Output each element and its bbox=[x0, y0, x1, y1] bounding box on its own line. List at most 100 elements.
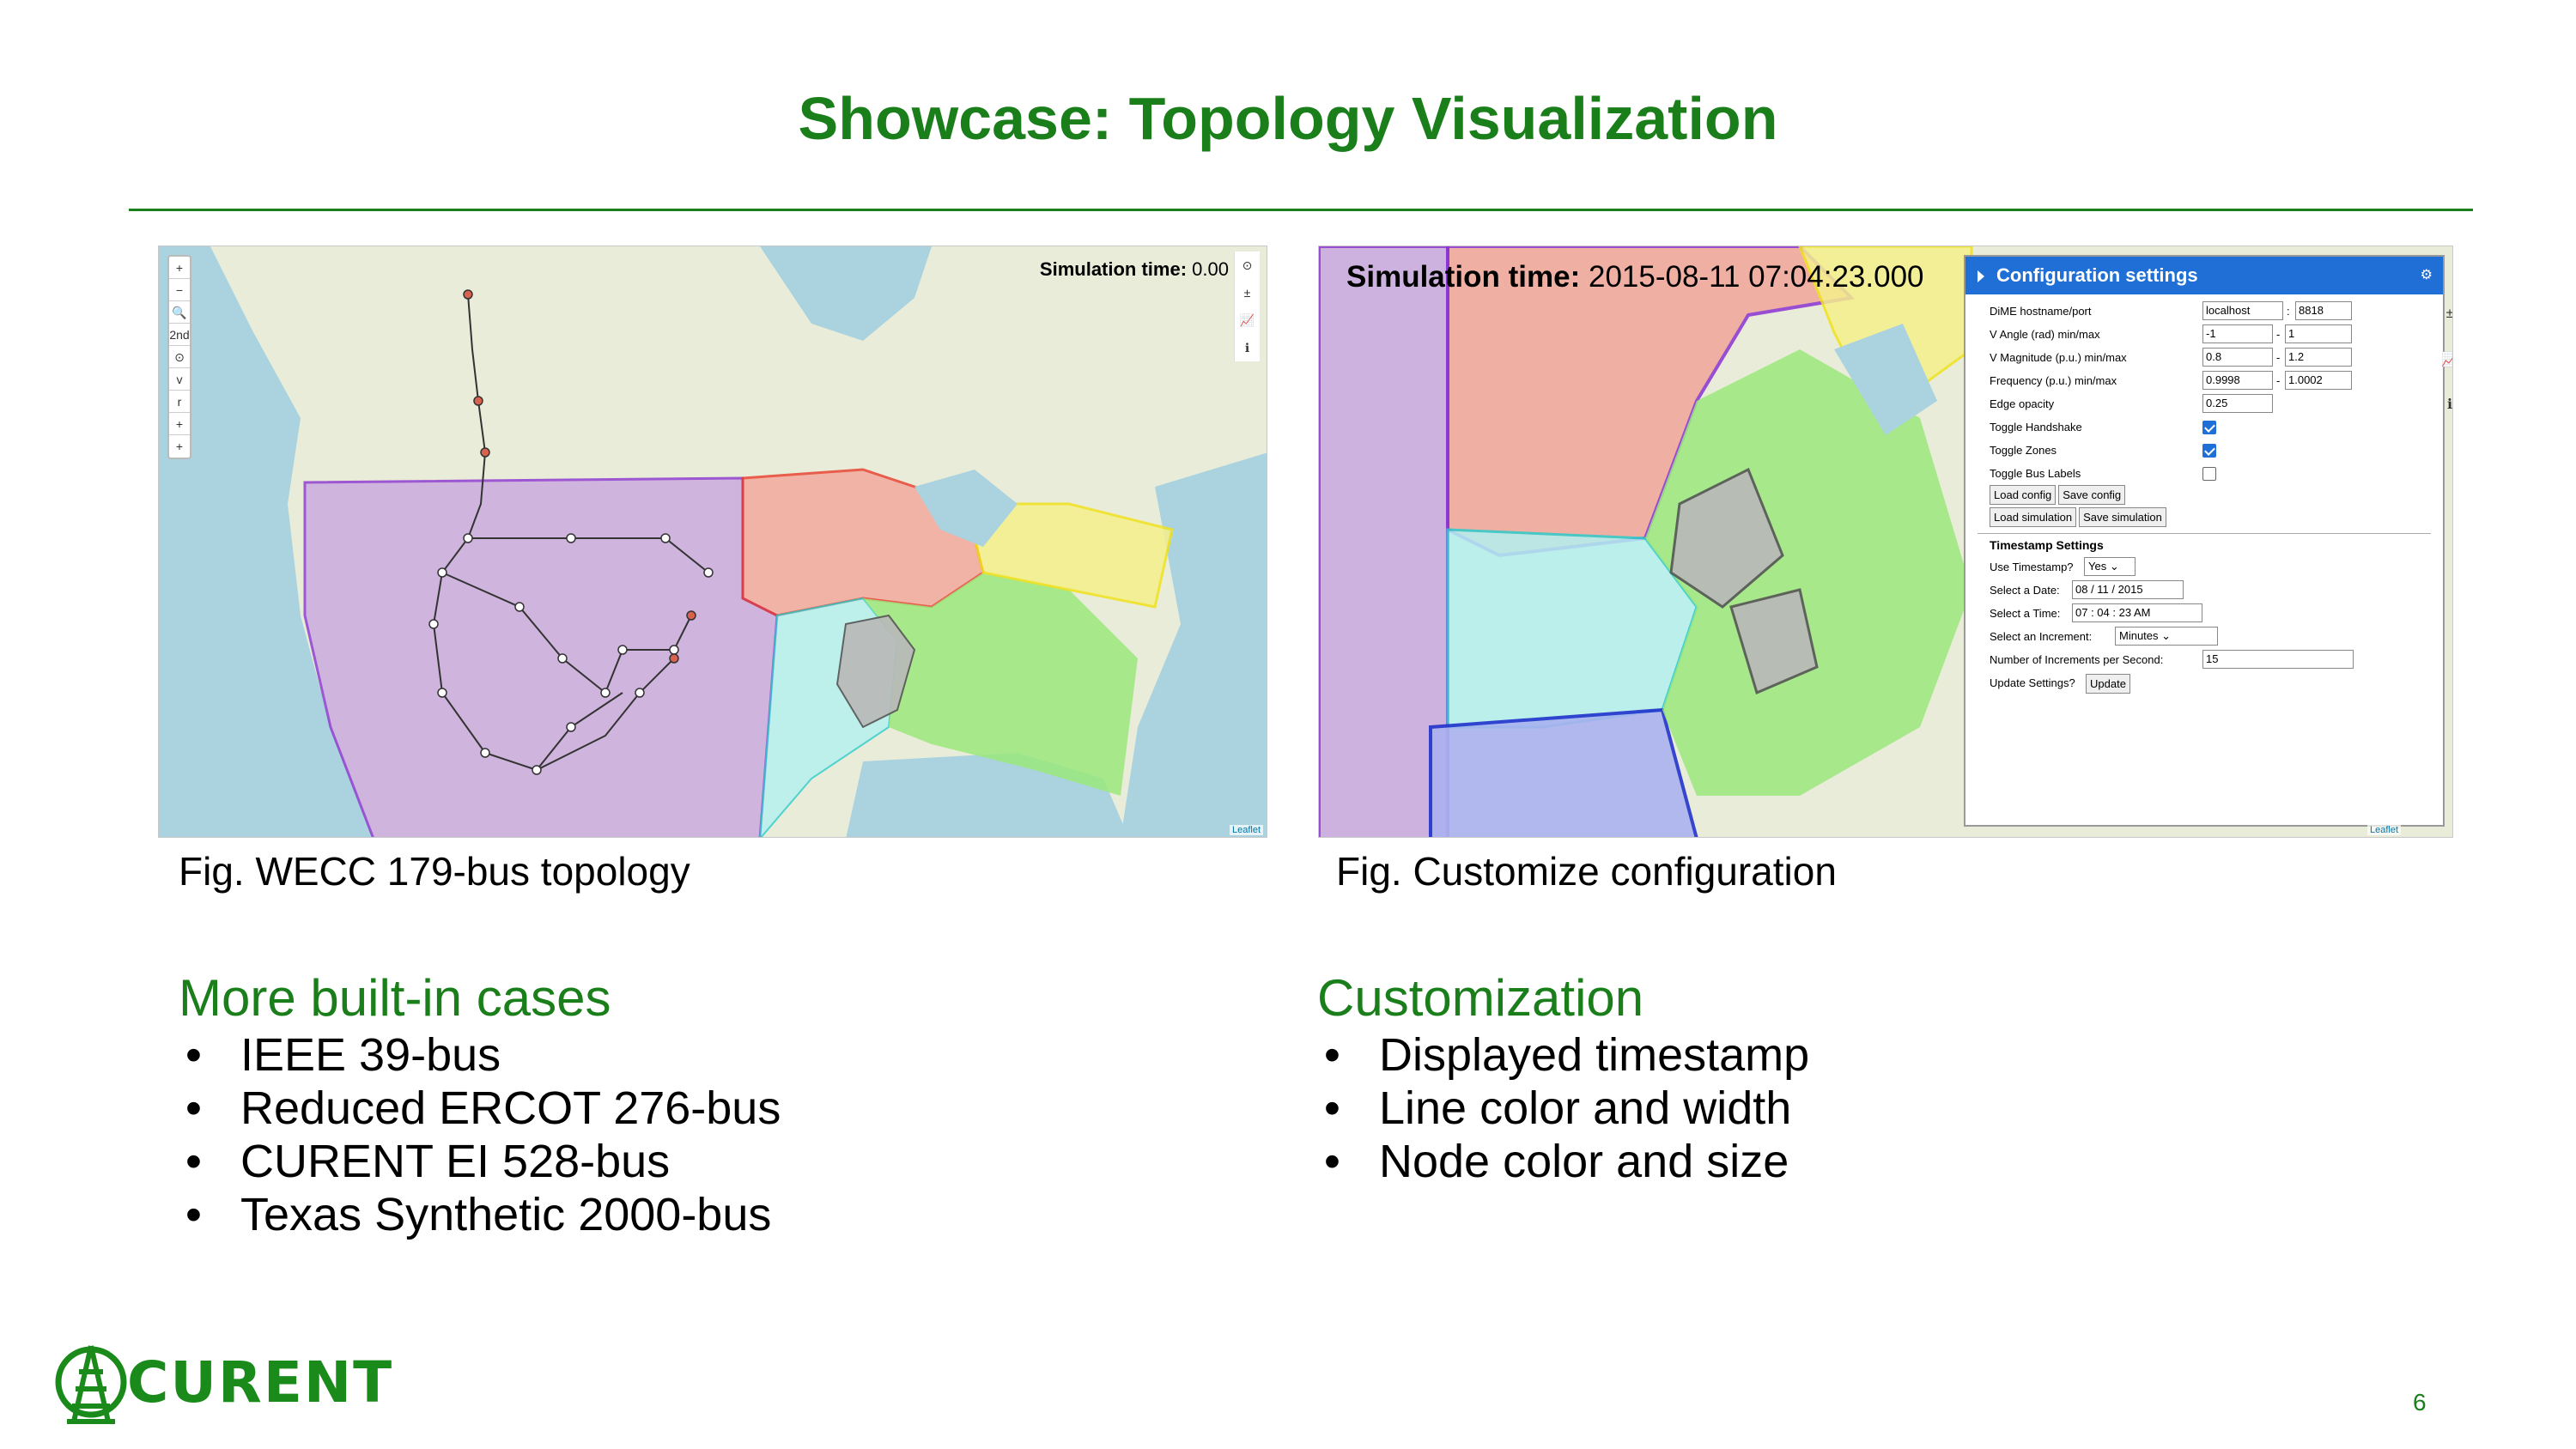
use-timestamp-value: Yes bbox=[2088, 560, 2107, 573]
zoom-in-button[interactable]: + bbox=[169, 257, 190, 279]
plus-minus-icon[interactable]: ± bbox=[2445, 306, 2453, 321]
v-angle-row: V Angle (rad) min/max -1 - 1 bbox=[1978, 323, 2431, 346]
freq-label: Frequency (p.u.) min/max bbox=[1990, 374, 2117, 387]
figure1-caption: Fig. WECC 179-bus topology bbox=[179, 849, 690, 894]
customization-heading: Customization bbox=[1317, 969, 1644, 1027]
save-config-button[interactable]: Save config bbox=[2058, 485, 2126, 505]
leaflet-attribution[interactable]: Leaflet bbox=[1229, 825, 1263, 835]
freq-min-input[interactable]: 0.9998 bbox=[2202, 371, 2273, 390]
freq-max-input[interactable]: 1.0002 bbox=[2285, 371, 2352, 390]
settings-icon[interactable]: ⊙ bbox=[1242, 258, 1253, 272]
load-config-button[interactable]: Load config bbox=[1990, 485, 2057, 505]
v-angle-max-input[interactable]: 1 bbox=[2285, 324, 2352, 343]
dime-label: DiME hostname/port bbox=[1990, 305, 2092, 318]
toggle-handshake-checkbox[interactable] bbox=[2202, 421, 2216, 434]
map1-side-tools[interactable]: ⊙ ± 📈 ℹ bbox=[1234, 252, 1260, 361]
info-icon[interactable]: ℹ bbox=[1244, 341, 1250, 355]
time-label: Select a Time: bbox=[1990, 607, 2061, 620]
list-item: Displayed timestamp bbox=[1317, 1028, 1809, 1082]
built-in-cases-list: IEEE 39-bus Reduced ERCOT 276-bus CURENT… bbox=[179, 1028, 781, 1241]
edge-opacity-row: Edge opacity 0.25 bbox=[1978, 392, 2431, 415]
date-input[interactable]: 08 / 11 / 2015 bbox=[2072, 580, 2184, 599]
ips-label: Number of Increments per Second: bbox=[1990, 653, 2164, 666]
time-input[interactable]: 07 : 04 : 23 AM bbox=[2072, 603, 2202, 622]
simulation-buttons-row: Load simulation Save simulation bbox=[1978, 507, 2431, 530]
update-row: Update Settings? Update bbox=[1978, 671, 2431, 694]
chart-icon[interactable]: 📈 bbox=[1239, 313, 1255, 327]
plus-minus-icon[interactable]: ± bbox=[1243, 286, 1251, 300]
ips-input[interactable]: 15 bbox=[2202, 650, 2354, 669]
leaflet-attribution[interactable]: Leaflet bbox=[2366, 825, 2401, 835]
save-simulation-button[interactable]: Save simulation bbox=[2079, 507, 2166, 527]
freq-row: Frequency (p.u.) min/max 0.9998 - 1.0002 bbox=[1978, 369, 2431, 392]
zoom-out-button[interactable]: − bbox=[169, 279, 190, 301]
edge-opacity-input[interactable]: 0.25 bbox=[2202, 394, 2273, 413]
simulation-time-value: 2015-08-11 07:04:23.000 bbox=[1588, 260, 1924, 294]
toggle-bus-labels-checkbox[interactable] bbox=[2202, 467, 2216, 481]
page-number: 6 bbox=[2413, 1389, 2427, 1416]
slide-title: Showcase: Topology Visualization bbox=[798, 85, 1778, 152]
simulation-time-value: 0.00 bbox=[1192, 258, 1229, 280]
increment-label: Select an Increment: bbox=[1990, 630, 2093, 643]
tower-icon bbox=[55, 1345, 127, 1424]
toggle-zones-row: Toggle Zones bbox=[1978, 439, 2431, 462]
port-separator: : bbox=[2287, 305, 2290, 318]
list-item: IEEE 39-bus bbox=[179, 1028, 781, 1082]
update-button[interactable]: Update bbox=[2086, 674, 2130, 694]
map1-zoom-controls[interactable]: + − 🔍 2nd ⊙ v r + + bbox=[167, 255, 191, 459]
figure2-caption: Fig. Customize configuration bbox=[1336, 849, 1837, 894]
view-r-button[interactable]: r bbox=[169, 391, 190, 413]
config-panel-header[interactable]: Configuration settings ⚙ bbox=[1965, 257, 2443, 294]
simulation-time-readout: Simulation time: 2015-08-11 07:04:23.000 bbox=[1346, 260, 1924, 294]
toggle-zones-label: Toggle Zones bbox=[1990, 444, 2057, 457]
range-dash: - bbox=[2276, 351, 2281, 364]
curent-logo: CURENT bbox=[52, 1337, 438, 1432]
layers-icon[interactable]: + bbox=[175, 440, 184, 453]
title-divider bbox=[129, 209, 2473, 211]
toggle-handshake-row: Toggle Handshake bbox=[1978, 415, 2431, 439]
customization-list: Displayed timestamp Line color and width… bbox=[1317, 1028, 1809, 1188]
dime-host-input[interactable]: localhost bbox=[2202, 301, 2283, 320]
date-label: Select a Date: bbox=[1990, 584, 2060, 597]
use-timestamp-select[interactable]: Yes ⌄ bbox=[2084, 557, 2136, 576]
range-dash: - bbox=[2276, 374, 2281, 387]
locate-icon[interactable]: ⊙ bbox=[169, 346, 190, 368]
use-timestamp-label: Use Timestamp? bbox=[1990, 561, 2074, 573]
config-buttons-row: Load config Save config bbox=[1978, 485, 2431, 507]
v-mag-label: V Magnitude (p.u.) min/max bbox=[1990, 351, 2127, 364]
toggle-bus-labels-row: Toggle Bus Labels bbox=[1978, 462, 2431, 485]
toggle-zones-checkbox[interactable] bbox=[2202, 444, 2216, 458]
dime-row: DiME hostname/port localhost : 8818 bbox=[1978, 300, 2431, 323]
search-icon[interactable]: 🔍 bbox=[169, 301, 190, 324]
gear-icon[interactable]: ⚙ bbox=[2420, 268, 2433, 282]
view-v-button[interactable]: v bbox=[169, 368, 190, 391]
toggle-handshake-label: Toggle Handshake bbox=[1990, 421, 2082, 433]
simulation-time-readout: Simulation time: 0.00 bbox=[1040, 258, 1229, 281]
v-mag-max-input[interactable]: 1.2 bbox=[2285, 348, 2352, 367]
increment-select[interactable]: Minutes ⌄ bbox=[2115, 627, 2218, 646]
v-angle-min-input[interactable]: -1 bbox=[2202, 324, 2273, 343]
timestamp-settings-heading: Timestamp Settings bbox=[1978, 533, 2431, 555]
v-mag-row: V Magnitude (p.u.) min/max 0.8 - 1.2 bbox=[1978, 346, 2431, 369]
curent-logo-text: CURENT bbox=[127, 1349, 394, 1416]
dime-port-input[interactable]: 8818 bbox=[2295, 301, 2352, 320]
list-item: Reduced ERCOT 276-bus bbox=[179, 1082, 781, 1135]
info-icon[interactable]: ℹ bbox=[2446, 397, 2453, 412]
list-item: Node color and size bbox=[1317, 1135, 1809, 1188]
range-dash: - bbox=[2276, 328, 2281, 341]
list-item: Texas Synthetic 2000-bus bbox=[179, 1188, 781, 1241]
add-layer-button[interactable]: + bbox=[169, 413, 190, 435]
list-item: CURENT EI 528-bus bbox=[179, 1135, 781, 1188]
increment-value: Minutes bbox=[2119, 629, 2159, 642]
configuration-map[interactable]: Simulation time: 2015-08-11 07:04:23.000… bbox=[1318, 246, 2453, 838]
chart-icon[interactable]: 📈 bbox=[2437, 351, 2452, 368]
second-view-button[interactable]: 2nd bbox=[169, 324, 190, 346]
wecc-topology-map[interactable]: + − 🔍 2nd ⊙ v r + + Simulation time: 0.0… bbox=[158, 246, 1267, 838]
v-mag-min-input[interactable]: 0.8 bbox=[2202, 348, 2273, 367]
collapse-caret-icon[interactable] bbox=[1978, 270, 1984, 283]
time-row: Select a Time: 07 : 04 : 23 AM bbox=[1978, 602, 2431, 625]
update-label: Update Settings? bbox=[1990, 676, 2075, 689]
config-panel-title: Configuration settings bbox=[1996, 264, 2198, 286]
load-simulation-button[interactable]: Load simulation bbox=[1990, 507, 2077, 527]
simulation-time-label: Simulation time: bbox=[1039, 258, 1188, 280]
